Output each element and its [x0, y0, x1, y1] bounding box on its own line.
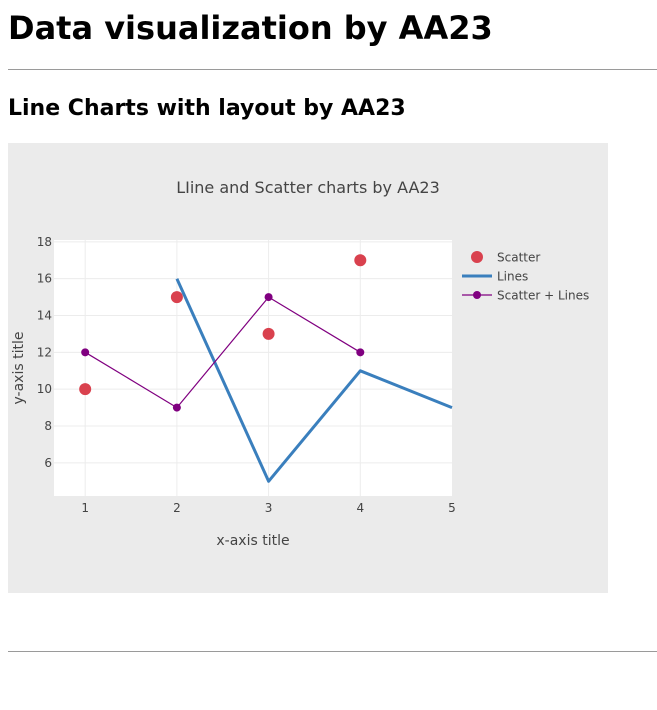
- legend-item-lines[interactable]: Lines: [462, 270, 528, 284]
- legend-label: Lines: [497, 270, 528, 284]
- series-line-lines: [175, 278, 453, 483]
- chart-section-heading: Line Charts with layout by AA23: [8, 96, 406, 121]
- y-tick-label: 10: [37, 382, 52, 396]
- x-tick-label: 4: [356, 501, 364, 515]
- top-divider: [8, 69, 657, 70]
- series-scatter-lines: [81, 293, 365, 412]
- bottom-divider: [8, 651, 657, 652]
- legend-swatch: [471, 251, 483, 263]
- y-tick-label: 6: [44, 456, 52, 470]
- y-tick-label: 8: [44, 419, 52, 433]
- y-tick-label: 18: [37, 235, 52, 249]
- data-point-scatter: [79, 383, 92, 396]
- y-tick-label: 14: [37, 309, 52, 323]
- data-point-scatter-lines: [172, 403, 181, 412]
- series-scatter: [79, 254, 367, 396]
- page-heading: Data visualization by AA23: [8, 9, 493, 47]
- x-axis-title: x-axis title: [216, 533, 289, 549]
- y-axis-title: y-axis title: [11, 332, 27, 405]
- x-tick-label: 2: [173, 501, 181, 515]
- legend-label: Scatter + Lines: [497, 289, 589, 303]
- series-line-scatter-lines: [84, 296, 361, 409]
- legend-swatch-marker: [473, 291, 481, 299]
- series-lines: [175, 278, 453, 483]
- chart-title: LIine and Scatter charts by AA23: [176, 178, 440, 197]
- legend-item-scatter[interactable]: Scatter: [471, 251, 540, 265]
- x-tick-label: 1: [81, 501, 89, 515]
- data-point-scatter: [170, 291, 183, 304]
- legend-item-scatter-lines[interactable]: Scatter + Lines: [462, 289, 589, 303]
- series-layer: [79, 254, 453, 483]
- data-point-scatter-lines: [356, 348, 365, 357]
- y-tick-label: 12: [37, 345, 52, 359]
- x-tick-label: 5: [448, 501, 456, 515]
- y-tick-label: 16: [37, 272, 52, 286]
- data-point-scatter: [262, 327, 275, 340]
- data-point-scatter-lines: [264, 293, 273, 302]
- plot-area-background: [54, 240, 452, 496]
- legend-label: Scatter: [497, 251, 540, 265]
- data-point-scatter-lines: [81, 348, 90, 357]
- x-tick-label: 3: [265, 501, 273, 515]
- gridlines: [54, 240, 452, 496]
- data-point-scatter: [354, 254, 367, 267]
- legend[interactable]: Scatter Lines Scatter + Lines: [462, 251, 589, 303]
- chart-container: 1 2 3 4 5 6 8 10 12 14 16 18 LIine and Scatter char…: [8, 143, 608, 593]
